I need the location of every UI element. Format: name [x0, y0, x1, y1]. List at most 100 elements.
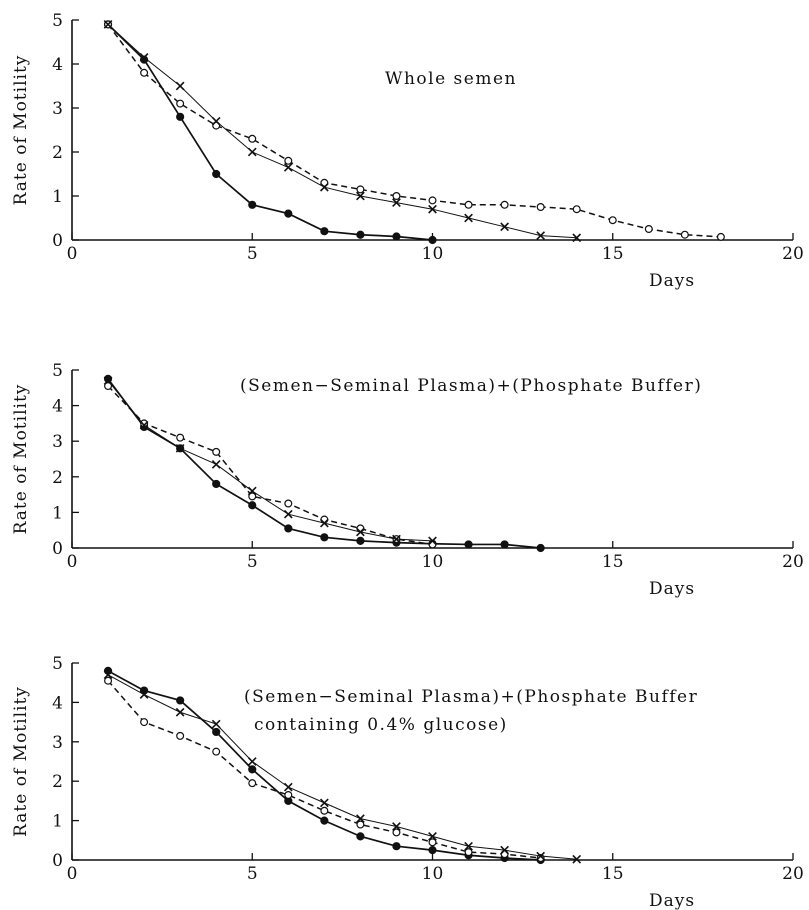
data-point-filled-circle — [248, 765, 257, 774]
cross-stroke — [139, 690, 149, 699]
data-point-cross — [283, 163, 293, 172]
series-line-cross — [107, 380, 433, 542]
series-line-cross — [107, 674, 577, 860]
data-point-cross — [428, 831, 437, 841]
cross-stroke — [247, 486, 257, 496]
data-point-cross — [247, 486, 257, 496]
data-point-open-circle — [680, 230, 689, 239]
cross-stroke — [283, 782, 293, 792]
cross-stroke — [247, 147, 257, 157]
cross-stroke — [572, 854, 582, 864]
x-tick-label: 5 — [247, 244, 258, 264]
cross-stroke — [356, 814, 365, 823]
data-point-cross — [139, 53, 149, 62]
x-tick-label: 10 — [422, 552, 444, 572]
y-tick-label: 1 — [52, 503, 63, 523]
data-point-open-circle — [248, 779, 257, 788]
cross-stroke — [356, 527, 365, 537]
data-point-open-circle — [428, 838, 437, 847]
condition-label: (Semen−Seminal Plasma)+(Phosphate Buffer — [244, 687, 698, 707]
data-point-cross — [247, 757, 257, 766]
data-point-filled-circle — [428, 846, 437, 855]
data-point-open-circle — [284, 499, 293, 508]
condition-label: (Semen−Seminal Plasma)+(Phosphate Buffer… — [240, 376, 702, 396]
data-point-filled-circle — [356, 832, 365, 841]
data-point-open-circle — [356, 524, 365, 533]
y-tick-label: 1 — [52, 812, 63, 832]
data-point-open-circle — [212, 447, 221, 456]
data-point-filled-circle — [212, 727, 221, 737]
data-point-open-circle — [212, 747, 221, 756]
cross-stroke — [103, 670, 113, 680]
data-point-cross — [319, 518, 329, 528]
data-point-filled-circle — [320, 816, 329, 825]
data-point-open-circle — [716, 232, 725, 241]
cross-stroke — [247, 757, 257, 766]
y-tick-label: 0 — [52, 231, 63, 251]
cross-stroke — [572, 233, 582, 243]
cross-stroke — [103, 376, 113, 386]
data-point-filled-circle — [320, 227, 329, 236]
x-axis-title: Days — [649, 579, 695, 599]
data-point-filled-circle — [284, 209, 293, 218]
data-point-filled-circle — [356, 230, 365, 239]
data-point-open-circle — [392, 828, 401, 837]
x-axis-title: Days — [649, 271, 695, 291]
data-point-cross — [536, 231, 546, 240]
data-point-cross — [428, 536, 437, 546]
cross-stroke — [103, 20, 113, 29]
data-point-cross — [572, 233, 582, 243]
cross-stroke — [139, 53, 149, 62]
data-point-open-circle — [140, 68, 149, 77]
cross-stroke — [464, 841, 473, 851]
data-point-cross — [428, 204, 437, 214]
data-point-filled-circle — [248, 501, 257, 510]
data-point-cross — [247, 147, 257, 157]
data-point-cross — [536, 851, 546, 861]
y-tick-label: 4 — [52, 693, 63, 713]
series-line-filled-circle — [107, 23, 433, 241]
cross-stroke — [211, 719, 221, 729]
y-tick-label: 3 — [52, 432, 63, 452]
data-point-open-circle — [428, 196, 437, 205]
x-axis-title: Days — [649, 891, 695, 910]
series-line-open-circle — [107, 23, 721, 238]
y-axis-title: Rate of Motility — [11, 55, 31, 206]
data-point-cross — [211, 719, 221, 729]
cross-stroke — [392, 534, 401, 544]
data-point-open-circle — [176, 99, 185, 108]
data-point-filled-circle — [356, 536, 365, 545]
data-point-filled-circle — [464, 540, 473, 549]
data-point-cross — [319, 182, 329, 192]
x-tick-label: 15 — [602, 552, 624, 572]
data-point-cross — [103, 670, 113, 680]
data-point-open-circle — [176, 731, 185, 740]
data-point-cross — [175, 81, 185, 91]
cross-stroke — [356, 191, 365, 201]
data-point-filled-circle — [248, 200, 257, 209]
y-axis-title: Rate of Motility — [11, 384, 31, 535]
cross-stroke — [175, 81, 185, 91]
data-point-cross — [392, 534, 401, 544]
x-tick-label: 15 — [602, 864, 624, 884]
x-tick-label: 0 — [67, 244, 78, 264]
cross-stroke — [319, 182, 329, 192]
data-point-cross — [139, 690, 149, 699]
data-point-filled-circle — [176, 696, 185, 705]
cross-stroke — [392, 198, 401, 207]
data-point-open-circle — [104, 676, 113, 685]
series-line-open-circle — [107, 385, 433, 546]
data-point-filled-circle — [392, 842, 401, 851]
data-point-filled-circle — [428, 235, 437, 245]
x-tick-label: 20 — [782, 244, 804, 264]
data-point-cross — [464, 213, 473, 223]
data-point-open-circle — [104, 382, 113, 391]
cross-stroke — [211, 116, 221, 126]
cross-stroke — [319, 798, 329, 808]
x-tick-label: 10 — [422, 864, 444, 884]
data-point-cross — [392, 822, 401, 831]
data-point-filled-circle — [212, 479, 221, 489]
chart-panel-2: 0 1 2 3 4 5 0 5 10 15 20 Rate of Motility Days (Semen… — [11, 361, 804, 599]
data-point-cross — [356, 814, 365, 823]
cross-stroke — [175, 707, 185, 717]
